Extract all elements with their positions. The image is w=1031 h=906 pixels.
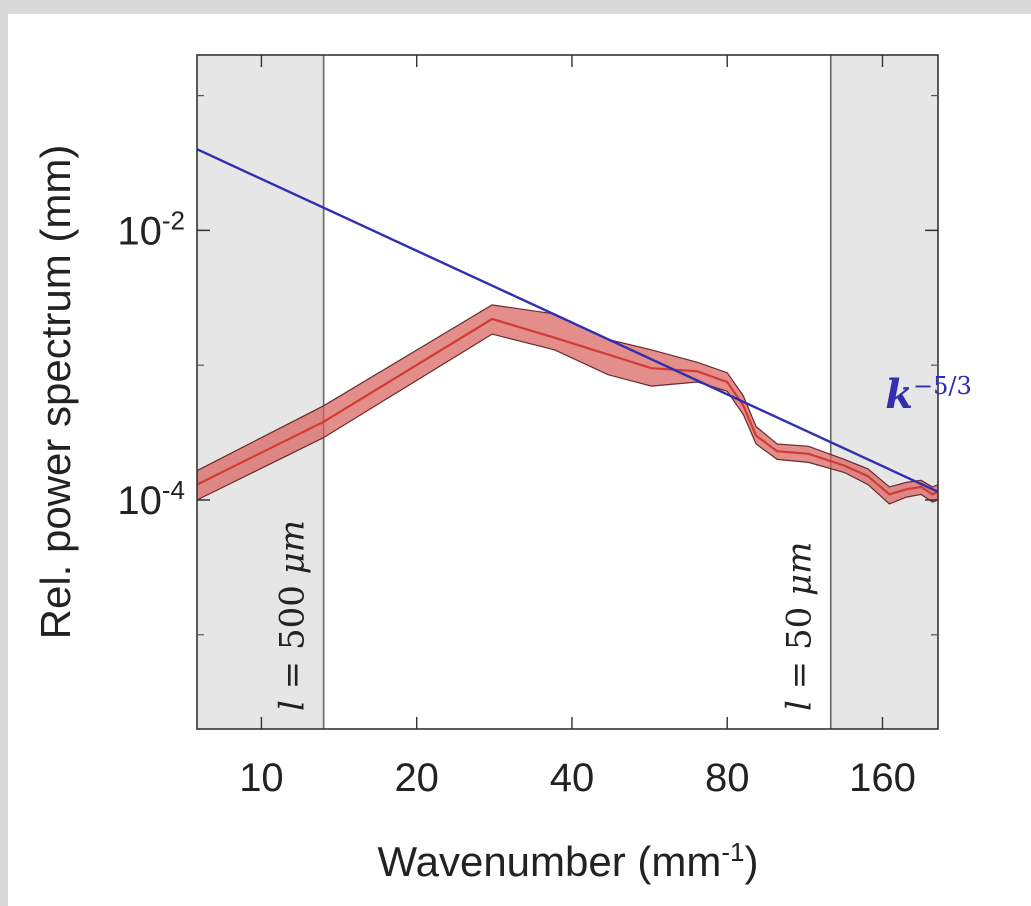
x-axis-title: Wavenumber (mm-1) [378,837,759,885]
region-label-1: l = 50 μm [780,542,820,711]
region-label-var: l [273,700,313,711]
region-label-eq: = 500 [273,574,313,700]
region-label-0: l = 500 μm [273,520,313,711]
region-label-var: l [780,700,820,711]
x-axis-title-sup: -1 [721,837,744,867]
x-tick-label-4: 160 [849,756,916,800]
x-tick-label-1: 20 [394,756,439,800]
region-label-unit: μm [780,542,820,596]
x-axis-title-end: ) [744,838,758,885]
power-law-label-exp: −5/3 [913,372,972,400]
shaded-region-1 [830,55,938,729]
power-law-label-base: k [885,371,913,418]
y-tick-label-exp: -2 [162,205,185,235]
y-tick-label-exp: -4 [162,475,185,505]
y-tick-label-1: 10-4 [117,475,185,523]
region-label-eq: = 50 [780,596,820,700]
shaded-region-0 [197,55,324,729]
y-tick-label-0: 10-2 [117,205,185,253]
region-label-unit: μm [273,520,313,574]
x-tick-label-0: 10 [239,756,284,800]
x-tick-label-3: 80 [705,756,750,800]
x-tick-label-2: 40 [550,756,595,800]
plot-frame [196,54,939,730]
figure: 10 20 40 80 160 10-2 10-4 l = 500 μm l = 50 μm k… [8,14,1031,906]
y-axis-title: Rel. power spectrum (mm) [32,145,79,640]
power-law-label: k−5/3 [885,371,971,418]
power-law-line [197,148,938,493]
spectrum-band [197,304,938,505]
y-tick-label-base: 10 [117,479,162,523]
spectrum-line [197,317,938,496]
x-axis-title-main: Wavenumber (mm [378,838,722,885]
y-tick-label-base: 10 [117,209,162,253]
